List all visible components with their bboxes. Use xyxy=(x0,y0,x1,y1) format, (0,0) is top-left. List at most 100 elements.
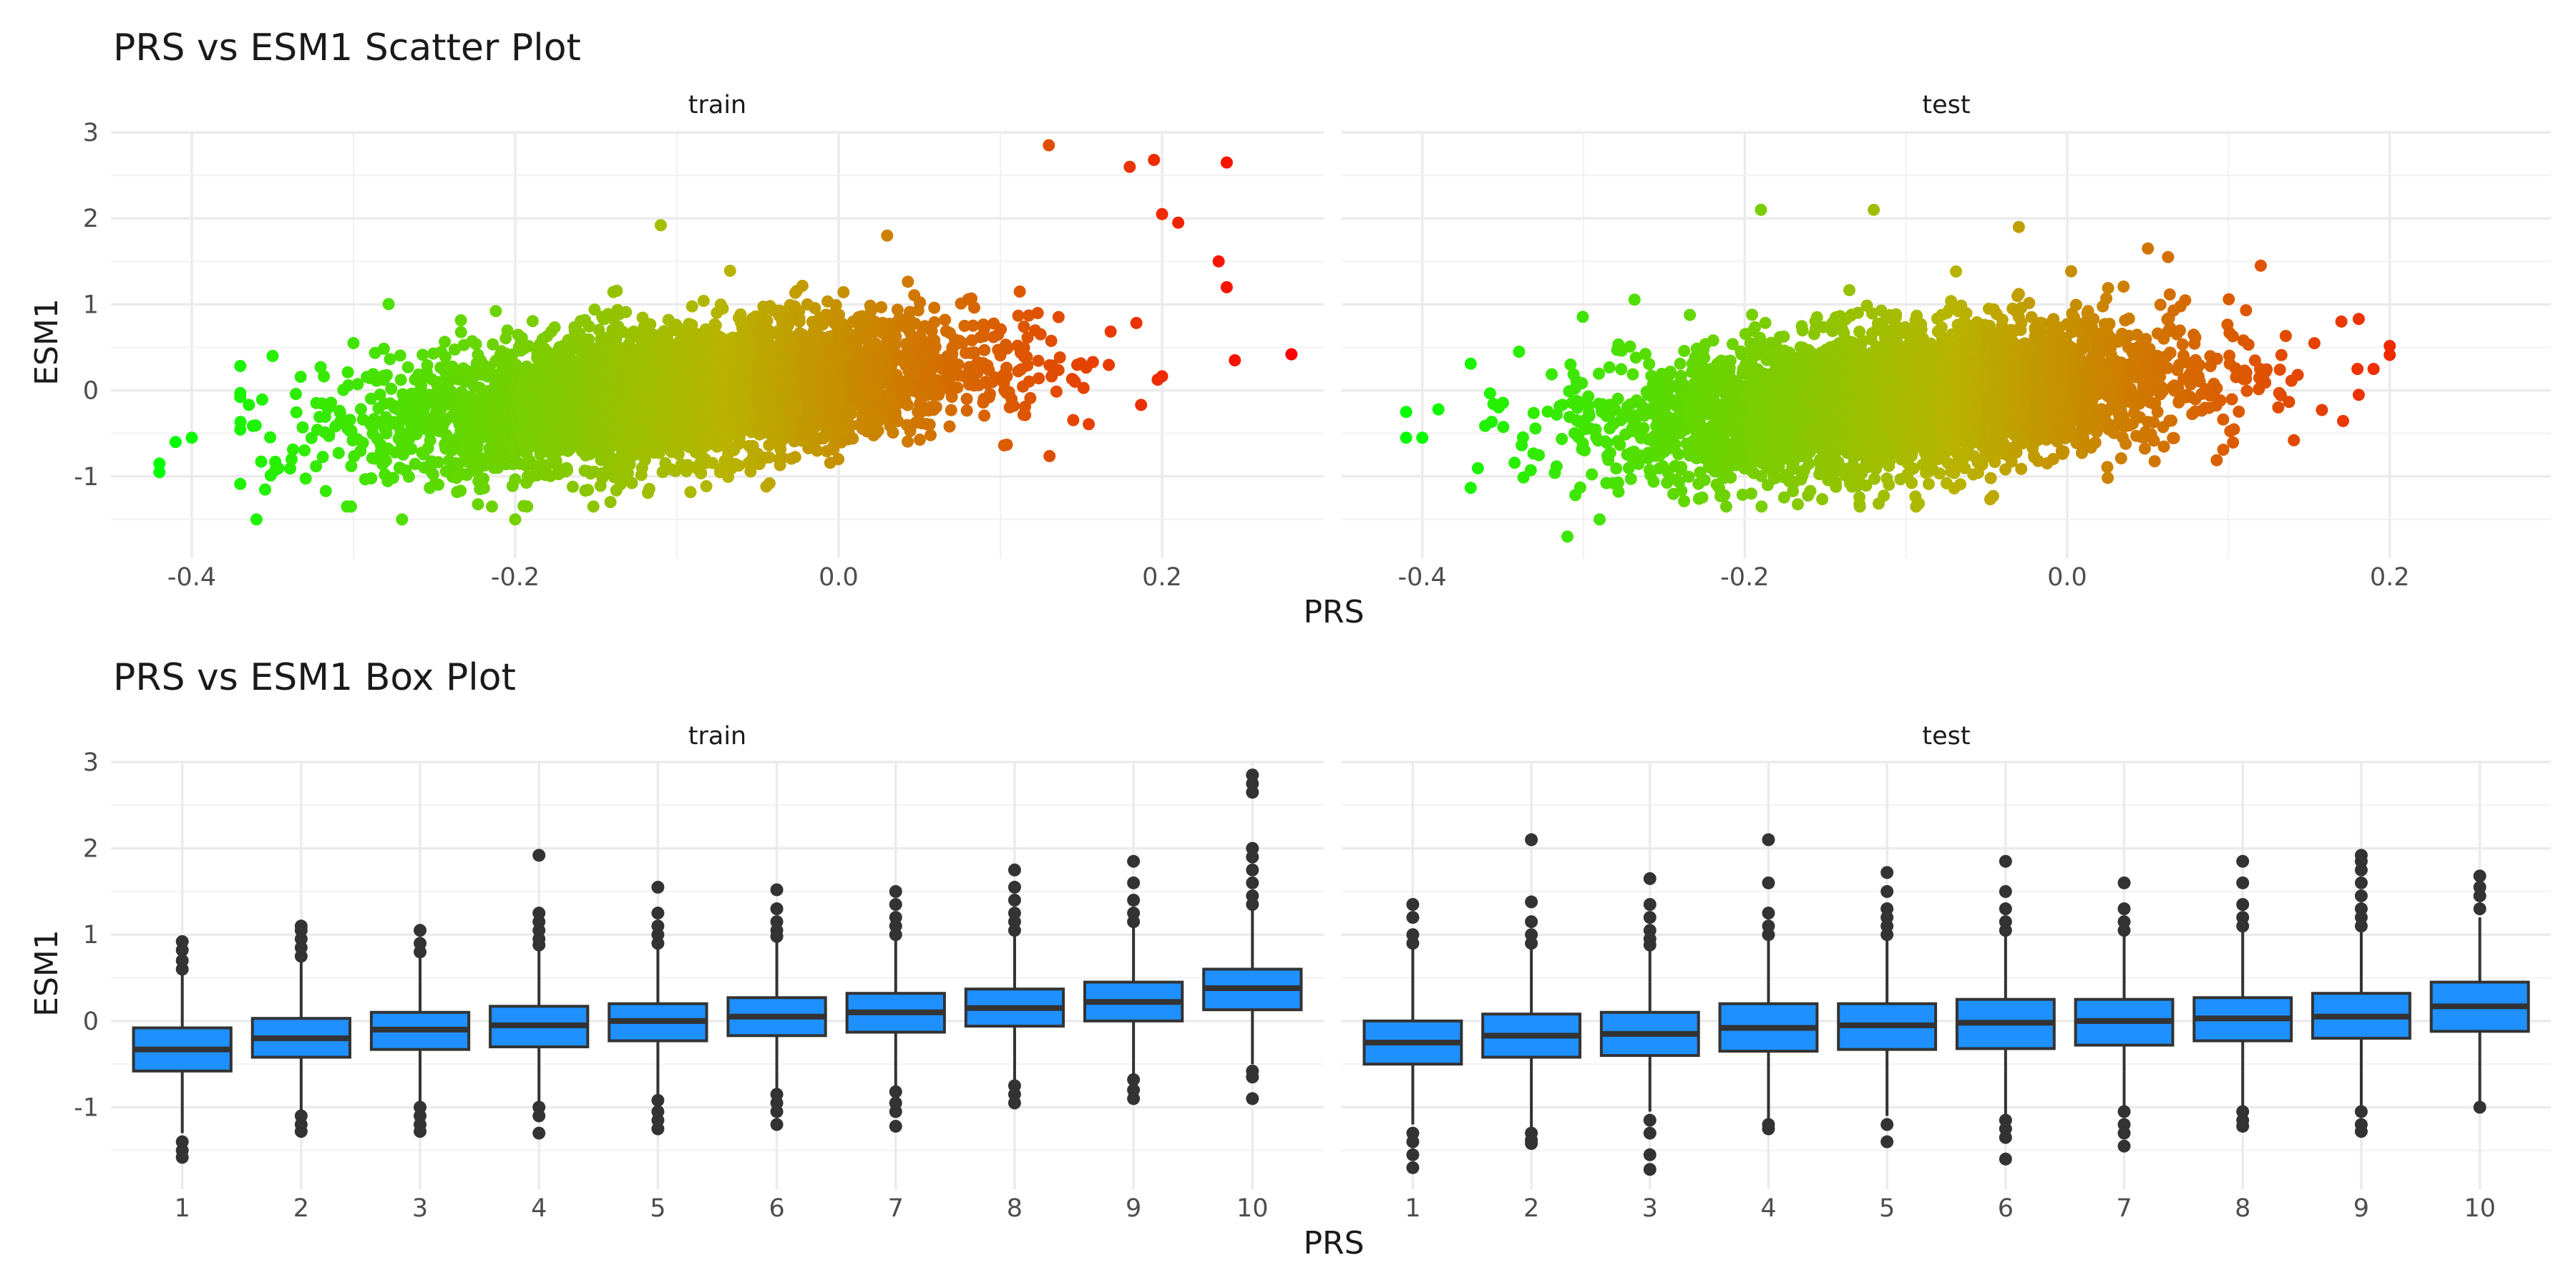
scatter-point xyxy=(1045,334,1058,347)
scatter-x-tick-label: 0.2 xyxy=(2370,563,2410,592)
scatter-point xyxy=(1019,409,1032,421)
scatter-point xyxy=(700,480,713,492)
scatter-point xyxy=(887,426,899,439)
scatter-point xyxy=(1053,351,1066,364)
scatter-point xyxy=(1718,489,1731,502)
scatter-point xyxy=(1001,342,1014,355)
scatter-point xyxy=(587,500,600,513)
scatter-point xyxy=(374,389,386,401)
scatter-point xyxy=(1485,416,1498,428)
scatter-point xyxy=(1130,316,1143,329)
scatter-point xyxy=(1594,513,1606,526)
scatter-strip-label: test xyxy=(1922,91,1970,119)
scatter-point xyxy=(1579,444,1591,457)
scatter-point xyxy=(356,436,369,449)
scatter-point xyxy=(299,472,312,485)
scatter-point xyxy=(1675,461,1688,474)
scatter-x-tick-label: -0.2 xyxy=(1720,563,1769,592)
scatter-point xyxy=(290,388,302,401)
scatter-point xyxy=(381,369,394,381)
scatter-point xyxy=(234,386,247,399)
scatter-x-tick-label: -0.4 xyxy=(1398,563,1447,592)
scatter-point xyxy=(1643,358,1656,371)
scatter-point xyxy=(1527,406,1540,419)
scatter-point xyxy=(421,359,434,371)
scatter-point xyxy=(1012,309,1025,322)
scatter-point xyxy=(1678,494,1691,507)
scatter-point xyxy=(509,473,522,486)
scatter-point xyxy=(487,338,499,351)
scatter-point xyxy=(377,342,390,355)
scatter-point xyxy=(928,316,941,328)
scatter-point xyxy=(1212,255,1225,268)
scatter-point xyxy=(967,319,980,332)
scatter-point xyxy=(1148,154,1161,166)
scatter-point xyxy=(620,306,633,318)
scatter-point xyxy=(793,315,806,328)
scatter-x-tick-label: 0.2 xyxy=(1142,563,1182,592)
scatter-point xyxy=(1759,316,1772,329)
scatter-point xyxy=(290,406,303,419)
scatter-point xyxy=(1043,449,1056,462)
scatter-point xyxy=(402,470,415,483)
scatter-point xyxy=(684,486,697,499)
scatter-point xyxy=(342,379,355,391)
scatter-point xyxy=(454,326,467,338)
scatter-point xyxy=(1285,348,1298,361)
scatter-strip-label: train xyxy=(688,91,746,119)
scatter-point xyxy=(347,337,360,349)
scatter-point xyxy=(1464,357,1477,370)
scatter-point xyxy=(1104,325,1117,338)
scatter-point xyxy=(1745,487,1757,500)
scatter-point xyxy=(386,472,399,484)
scatter-point xyxy=(343,414,356,426)
scatter-point xyxy=(1724,471,1737,484)
scatter-point xyxy=(960,404,973,417)
scatter-point xyxy=(424,434,436,447)
scatter-point xyxy=(1043,139,1055,152)
scatter-point xyxy=(426,468,439,481)
scatter-point xyxy=(287,443,299,456)
scatter-point xyxy=(1516,431,1529,444)
scatter-point xyxy=(1021,359,1034,372)
scatter-point xyxy=(1172,216,1185,229)
scatter-point xyxy=(1604,447,1616,459)
scatter-point xyxy=(930,401,942,414)
scatter-point xyxy=(902,275,914,288)
scatter-point xyxy=(364,392,377,405)
scatter-point xyxy=(1586,468,1599,481)
scatter-point xyxy=(1220,156,1233,169)
scatter-point xyxy=(454,314,467,327)
scatter-point xyxy=(1013,286,1026,298)
scatter-point xyxy=(264,431,277,444)
scatter-point xyxy=(365,472,378,484)
scatter-point xyxy=(644,318,657,331)
scatter-point xyxy=(522,340,535,353)
scatter-point xyxy=(604,496,617,509)
scatter-point xyxy=(234,477,247,490)
scatter-point xyxy=(1626,368,1639,381)
scatter-point xyxy=(643,482,655,495)
scatter-point xyxy=(332,447,345,459)
scatter-point xyxy=(1033,372,1045,385)
scatter-point xyxy=(1067,414,1080,426)
scatter-point xyxy=(394,374,407,386)
scatter-point xyxy=(325,396,338,409)
scatter-point xyxy=(978,343,991,356)
scatter-point xyxy=(686,318,698,331)
scatter-point xyxy=(1611,392,1624,405)
scatter-point xyxy=(789,451,801,464)
scatter-point xyxy=(1483,387,1496,400)
scatter-point xyxy=(1103,358,1116,371)
scatter-point xyxy=(515,331,528,344)
scatter-point xyxy=(1031,307,1044,319)
scatter-point xyxy=(1615,363,1628,376)
scatter-point xyxy=(1647,475,1660,488)
scatter-point xyxy=(354,403,367,416)
scatter-point xyxy=(951,381,964,394)
scatter-point xyxy=(763,477,776,489)
scatter-point xyxy=(588,303,601,316)
scatter-point xyxy=(384,353,396,366)
